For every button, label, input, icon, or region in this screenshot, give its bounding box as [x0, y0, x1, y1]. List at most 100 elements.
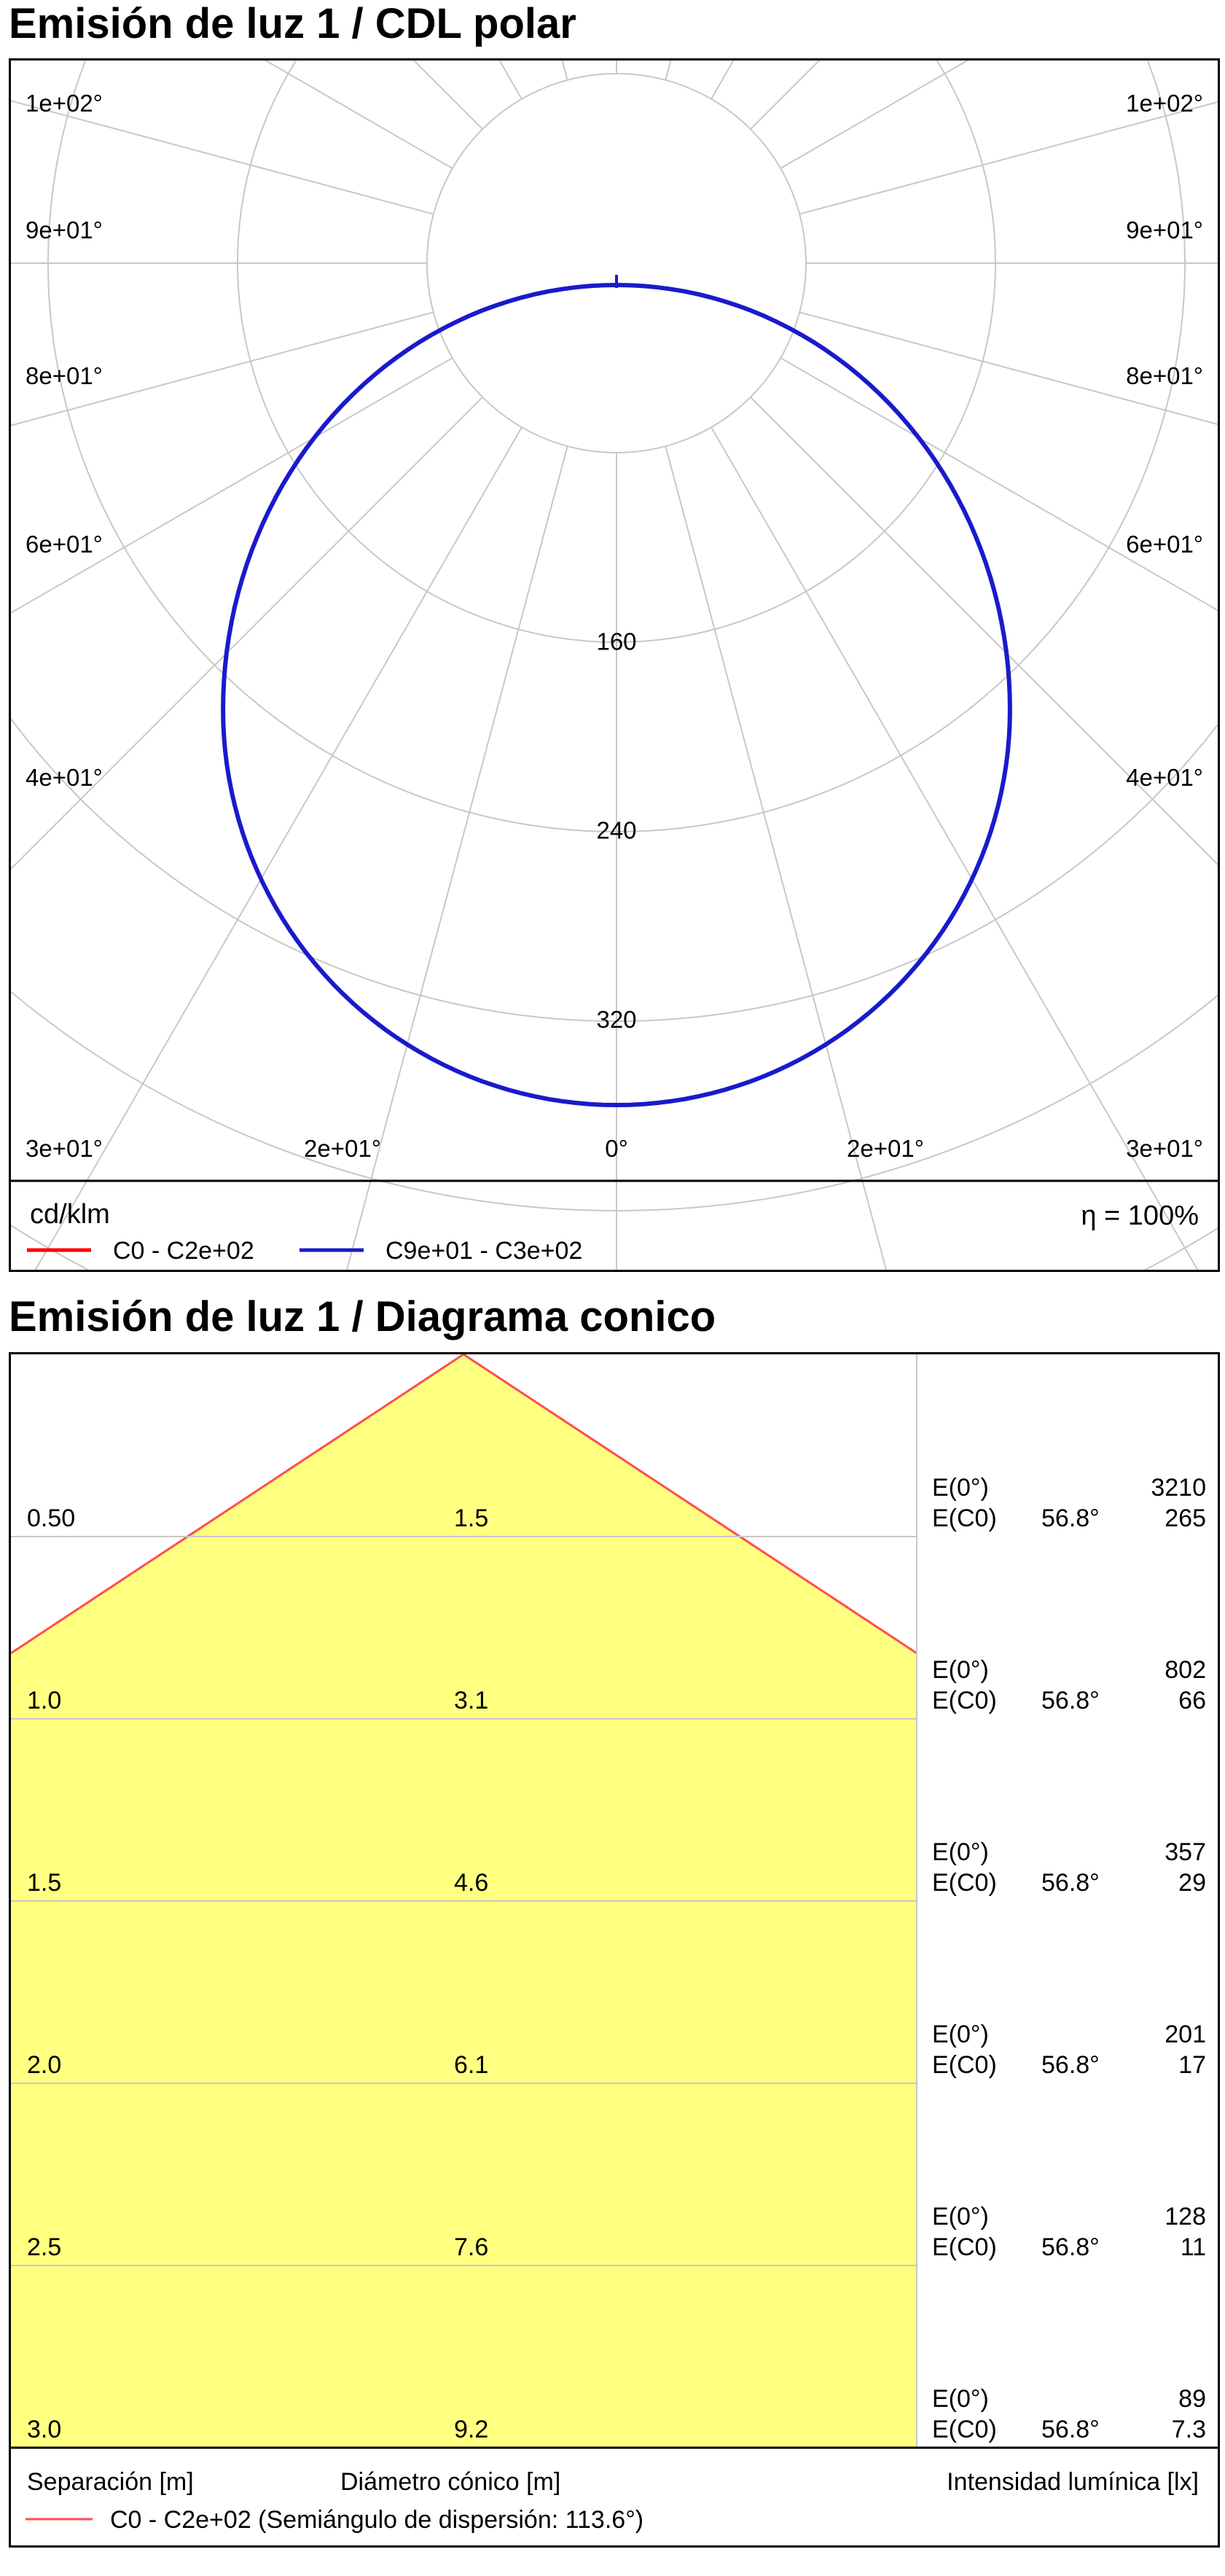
radial-tick-label: 160 [596, 628, 636, 655]
polar-spoke [11, 397, 483, 870]
ec-value: 11 [1181, 2233, 1206, 2261]
diameter-value: 4.6 [454, 1869, 488, 1897]
polar-unit-label: cd/klm [30, 1199, 110, 1230]
polar-ring [426, 73, 807, 453]
separation-axis-label: Separación [m] [27, 2468, 194, 2496]
cone-rows: 0.50 1.5 E(0°) 3210 E(C0) 56.8° 265 1.0 3.1 E(0°)… [27, 1474, 1206, 2443]
polar-radial-labels: 160 240 320 [596, 628, 636, 1032]
separation-value: 1.5 [27, 1869, 61, 1897]
diameter-value: 9.2 [454, 2416, 488, 2443]
angle-label: 0° [605, 1135, 628, 1162]
e0-label: E(0°) [932, 2203, 989, 2230]
ec-label: E(C0) [932, 2051, 997, 2079]
e0-value: 3210 [1151, 1474, 1206, 1502]
radial-tick-label: 320 [596, 1006, 636, 1033]
e0-value: 201 [1165, 2021, 1206, 2048]
cone-diagram-title: Emisión de luz 1 / Diagrama conico [9, 1293, 716, 1340]
polar-spoke [750, 397, 1218, 866]
ec-angle: 56.8° [1041, 2416, 1100, 2443]
polar-grid [11, 61, 1218, 1270]
e0-label: E(0°) [932, 2021, 989, 2048]
e0-value: 89 [1178, 2385, 1206, 2413]
ec-angle: 56.8° [1041, 2051, 1100, 2079]
cone-legend-label: C0 - C2e+02 (Semiángulo de dispersión: 1… [110, 2506, 644, 2534]
separation-value: 0.50 [27, 1504, 75, 1532]
ec-value: 265 [1165, 1504, 1206, 1532]
e0-label: E(0°) [932, 1656, 989, 1684]
angle-label: 6e+01° [26, 531, 103, 558]
efficiency-label: η = 100% [1081, 1201, 1199, 1231]
polar-spoke [665, 61, 672, 81]
ec-value: 66 [1178, 1687, 1206, 1714]
ec-value: 7.3 [1172, 2416, 1206, 2443]
polar-spoke [711, 426, 1199, 1270]
legend-label-c0: C0 - C2e+02 [113, 1237, 254, 1265]
ec-angle: 56.8° [1041, 2233, 1100, 2261]
polar-ring [11, 717, 1218, 1022]
diameter-value: 3.1 [454, 1687, 488, 1714]
ec-label: E(C0) [932, 1869, 997, 1897]
legend-label-c90: C9e+01 - C3e+02 [385, 1237, 583, 1265]
polar-spoke [11, 100, 434, 215]
ec-angle: 56.8° [1041, 1869, 1100, 1897]
angle-label: 4e+01° [26, 764, 103, 791]
e0-value: 128 [1165, 2203, 1206, 2230]
separation-value: 1.0 [27, 1687, 61, 1714]
diameter-axis-label: Diámetro cónico [m] [340, 2468, 561, 2496]
polar-spoke [799, 311, 1218, 426]
polar-chart-panel: 1e+02° 9e+01° 8e+01° 6e+01° 4e+01° 3e+01° 1e+0… [9, 58, 1220, 1272]
polar-spoke [799, 101, 1218, 215]
polar-ring [11, 61, 1218, 1270]
polar-chart: 1e+02° 9e+01° 8e+01° 6e+01° 4e+01° 3e+01° 1e+0… [11, 61, 1218, 1270]
ec-angle: 56.8° [1041, 1504, 1100, 1532]
polar-spoke [34, 426, 523, 1270]
ec-label: E(C0) [932, 1504, 997, 1532]
cone-outline [11, 1354, 917, 1655]
intensity-axis-label: Intensidad lumínica [lx] [947, 2468, 1199, 2496]
radial-tick-label: 240 [596, 817, 636, 844]
polar-spoke [665, 445, 888, 1270]
cone-shapes [11, 1354, 917, 2448]
cone-diagram: 0.50 1.5 E(0°) 3210 E(C0) 56.8° 265 1.0 3.1 E(0°)… [11, 1354, 1218, 2521]
ec-value: 17 [1178, 2051, 1206, 2079]
angle-label: 1e+02° [1126, 90, 1203, 117]
separation-value: 2.0 [27, 2051, 61, 2079]
e0-value: 802 [1165, 1656, 1206, 1684]
polar-angle-labels: 1e+02° 9e+01° 8e+01° 6e+01° 4e+01° 3e+01° 1e+0… [26, 90, 1203, 1162]
polar-spoke [11, 357, 453, 614]
diameter-value: 7.6 [454, 2233, 488, 2261]
diameter-value: 6.1 [454, 2051, 488, 2079]
separation-value: 3.0 [27, 2416, 61, 2443]
ec-angle: 56.8° [1041, 1687, 1100, 1714]
angle-label: 8e+01° [26, 362, 103, 389]
angle-label: 8e+01° [1126, 362, 1203, 389]
ec-label: E(C0) [932, 2416, 997, 2443]
e0-label: E(0°) [932, 2385, 989, 2413]
polar-spoke [561, 61, 568, 81]
angle-label: 9e+01° [26, 216, 103, 243]
angle-label: 4e+01° [1126, 764, 1203, 791]
diameter-value: 1.5 [454, 1504, 488, 1532]
polar-spoke [264, 61, 453, 169]
ec-value: 29 [1178, 1869, 1206, 1897]
ec-label: E(C0) [932, 2233, 997, 2261]
angle-label: 3e+01° [26, 1135, 103, 1162]
polar-spoke [780, 61, 969, 169]
polar-chart-title: Emisión de luz 1 / CDL polar [9, 0, 576, 47]
cone-diagram-panel: 0.50 1.5 E(0°) 3210 E(C0) 56.8° 265 1.0 3.1 E(0°)… [9, 1352, 1220, 2548]
ec-label: E(C0) [932, 1687, 997, 1714]
polar-ring [11, 1224, 1218, 1270]
e0-value: 357 [1165, 1838, 1206, 1866]
angle-label: 2e+01° [304, 1135, 381, 1162]
e0-label: E(0°) [932, 1474, 989, 1502]
polar-spoke [345, 445, 568, 1270]
angle-label: 9e+01° [1126, 216, 1203, 243]
polar-curves [221, 275, 1012, 1108]
angle-label: 2e+01° [847, 1135, 924, 1162]
angle-label: 6e+01° [1126, 531, 1203, 558]
angle-label: 3e+01° [1126, 1135, 1203, 1162]
e0-label: E(0°) [932, 1838, 989, 1866]
polar-spoke [11, 311, 434, 426]
angle-label: 1e+02° [26, 90, 103, 117]
polar-spoke [780, 357, 1218, 612]
